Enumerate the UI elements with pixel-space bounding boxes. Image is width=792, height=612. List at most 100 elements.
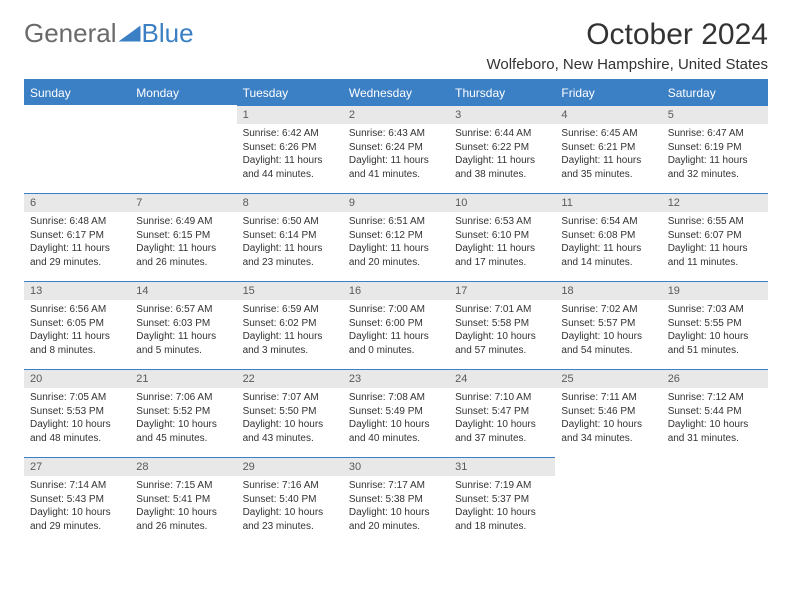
daylight-text: Daylight: 11 hours and 20 minutes. (349, 242, 443, 269)
sunrise-text: Sunrise: 7:02 AM (561, 303, 655, 317)
calendar-day-cell: 23Sunrise: 7:08 AMSunset: 5:49 PMDayligh… (343, 369, 449, 457)
daylight-text: Daylight: 10 hours and 40 minutes. (349, 418, 443, 445)
weekday-header: Monday (130, 81, 236, 105)
calendar-day-cell: 10Sunrise: 6:53 AMSunset: 6:10 PMDayligh… (449, 193, 555, 281)
day-number: 2 (343, 105, 449, 124)
sunset-text: Sunset: 5:41 PM (136, 493, 230, 507)
calendar-day-cell: 5Sunrise: 6:47 AMSunset: 6:19 PMDaylight… (662, 105, 768, 193)
day-number: 13 (24, 281, 130, 300)
calendar-day-cell: 1Sunrise: 6:42 AMSunset: 6:26 PMDaylight… (237, 105, 343, 193)
day-number: 20 (24, 369, 130, 388)
day-number: 25 (555, 369, 661, 388)
sunrise-text: Sunrise: 6:54 AM (561, 215, 655, 229)
sunset-text: Sunset: 6:02 PM (243, 317, 337, 331)
calendar-empty-cell (130, 105, 236, 193)
day-content: Sunrise: 7:00 AMSunset: 6:00 PMDaylight:… (343, 300, 449, 363)
day-number: 17 (449, 281, 555, 300)
daylight-text: Daylight: 10 hours and 31 minutes. (668, 418, 762, 445)
day-content: Sunrise: 6:48 AMSunset: 6:17 PMDaylight:… (24, 212, 130, 275)
sunrise-text: Sunrise: 7:07 AM (243, 391, 337, 405)
day-content: Sunrise: 7:07 AMSunset: 5:50 PMDaylight:… (237, 388, 343, 451)
calendar-day-cell: 16Sunrise: 7:00 AMSunset: 6:00 PMDayligh… (343, 281, 449, 369)
day-number: 4 (555, 105, 661, 124)
sunset-text: Sunset: 6:15 PM (136, 229, 230, 243)
sunrise-text: Sunrise: 6:45 AM (561, 127, 655, 141)
sunset-text: Sunset: 6:03 PM (136, 317, 230, 331)
calendar-day-cell: 27Sunrise: 7:14 AMSunset: 5:43 PMDayligh… (24, 457, 130, 545)
month-title: October 2024 (486, 18, 768, 52)
daylight-text: Daylight: 11 hours and 29 minutes. (30, 242, 124, 269)
calendar-week-row: 13Sunrise: 6:56 AMSunset: 6:05 PMDayligh… (24, 281, 768, 369)
day-number: 11 (555, 193, 661, 212)
day-number: 18 (555, 281, 661, 300)
daylight-text: Daylight: 10 hours and 20 minutes. (349, 506, 443, 533)
sunrise-text: Sunrise: 7:11 AM (561, 391, 655, 405)
sunset-text: Sunset: 5:40 PM (243, 493, 337, 507)
sunrise-text: Sunrise: 6:48 AM (30, 215, 124, 229)
calendar-day-cell: 11Sunrise: 6:54 AMSunset: 6:08 PMDayligh… (555, 193, 661, 281)
day-content: Sunrise: 6:42 AMSunset: 6:26 PMDaylight:… (237, 124, 343, 187)
sunset-text: Sunset: 5:50 PM (243, 405, 337, 419)
sunrise-text: Sunrise: 7:14 AM (30, 479, 124, 493)
calendar-day-cell: 3Sunrise: 6:44 AMSunset: 6:22 PMDaylight… (449, 105, 555, 193)
daylight-text: Daylight: 10 hours and 34 minutes. (561, 418, 655, 445)
day-number: 29 (237, 457, 343, 476)
sunset-text: Sunset: 6:10 PM (455, 229, 549, 243)
sunrise-text: Sunrise: 6:51 AM (349, 215, 443, 229)
sunrise-text: Sunrise: 6:47 AM (668, 127, 762, 141)
sunrise-text: Sunrise: 7:16 AM (243, 479, 337, 493)
day-number: 21 (130, 369, 236, 388)
daylight-text: Daylight: 10 hours and 54 minutes. (561, 330, 655, 357)
sunset-text: Sunset: 5:52 PM (136, 405, 230, 419)
daylight-text: Daylight: 10 hours and 48 minutes. (30, 418, 124, 445)
day-content: Sunrise: 7:17 AMSunset: 5:38 PMDaylight:… (343, 476, 449, 539)
logo-text-2: Blue (142, 18, 194, 49)
day-content: Sunrise: 7:01 AMSunset: 5:58 PMDaylight:… (449, 300, 555, 363)
weekday-header: Wednesday (343, 81, 449, 105)
sunset-text: Sunset: 5:58 PM (455, 317, 549, 331)
calendar-day-cell: 19Sunrise: 7:03 AMSunset: 5:55 PMDayligh… (662, 281, 768, 369)
calendar-day-cell: 26Sunrise: 7:12 AMSunset: 5:44 PMDayligh… (662, 369, 768, 457)
sunrise-text: Sunrise: 6:59 AM (243, 303, 337, 317)
logo-text-1: General (24, 18, 117, 49)
day-number: 15 (237, 281, 343, 300)
sunset-text: Sunset: 6:17 PM (30, 229, 124, 243)
daylight-text: Daylight: 10 hours and 37 minutes. (455, 418, 549, 445)
day-content: Sunrise: 6:53 AMSunset: 6:10 PMDaylight:… (449, 212, 555, 275)
sunset-text: Sunset: 6:00 PM (349, 317, 443, 331)
sunset-text: Sunset: 5:37 PM (455, 493, 549, 507)
day-content: Sunrise: 6:44 AMSunset: 6:22 PMDaylight:… (449, 124, 555, 187)
daylight-text: Daylight: 11 hours and 23 minutes. (243, 242, 337, 269)
day-content: Sunrise: 7:11 AMSunset: 5:46 PMDaylight:… (555, 388, 661, 451)
calendar-body: 1Sunrise: 6:42 AMSunset: 6:26 PMDaylight… (24, 105, 768, 545)
daylight-text: Daylight: 11 hours and 26 minutes. (136, 242, 230, 269)
calendar-week-row: 27Sunrise: 7:14 AMSunset: 5:43 PMDayligh… (24, 457, 768, 545)
sunset-text: Sunset: 6:14 PM (243, 229, 337, 243)
day-content: Sunrise: 7:15 AMSunset: 5:41 PMDaylight:… (130, 476, 236, 539)
day-content: Sunrise: 6:49 AMSunset: 6:15 PMDaylight:… (130, 212, 236, 275)
daylight-text: Daylight: 10 hours and 51 minutes. (668, 330, 762, 357)
calendar-day-cell: 30Sunrise: 7:17 AMSunset: 5:38 PMDayligh… (343, 457, 449, 545)
day-number: 26 (662, 369, 768, 388)
sunrise-text: Sunrise: 7:00 AM (349, 303, 443, 317)
daylight-text: Daylight: 10 hours and 26 minutes. (136, 506, 230, 533)
sunrise-text: Sunrise: 6:42 AM (243, 127, 337, 141)
calendar-table: SundayMondayTuesdayWednesdayThursdayFrid… (24, 81, 768, 545)
calendar-day-cell: 29Sunrise: 7:16 AMSunset: 5:40 PMDayligh… (237, 457, 343, 545)
day-content: Sunrise: 6:43 AMSunset: 6:24 PMDaylight:… (343, 124, 449, 187)
sunset-text: Sunset: 5:43 PM (30, 493, 124, 507)
sunset-text: Sunset: 6:19 PM (668, 141, 762, 155)
day-number: 7 (130, 193, 236, 212)
calendar-day-cell: 4Sunrise: 6:45 AMSunset: 6:21 PMDaylight… (555, 105, 661, 193)
sunrise-text: Sunrise: 6:56 AM (30, 303, 124, 317)
sunset-text: Sunset: 6:07 PM (668, 229, 762, 243)
daylight-text: Daylight: 11 hours and 41 minutes. (349, 154, 443, 181)
calendar-day-cell: 21Sunrise: 7:06 AMSunset: 5:52 PMDayligh… (130, 369, 236, 457)
calendar-day-cell: 8Sunrise: 6:50 AMSunset: 6:14 PMDaylight… (237, 193, 343, 281)
day-number: 3 (449, 105, 555, 124)
day-number: 6 (24, 193, 130, 212)
sunset-text: Sunset: 5:46 PM (561, 405, 655, 419)
sunset-text: Sunset: 5:49 PM (349, 405, 443, 419)
daylight-text: Daylight: 11 hours and 44 minutes. (243, 154, 337, 181)
calendar-empty-cell (555, 457, 661, 545)
